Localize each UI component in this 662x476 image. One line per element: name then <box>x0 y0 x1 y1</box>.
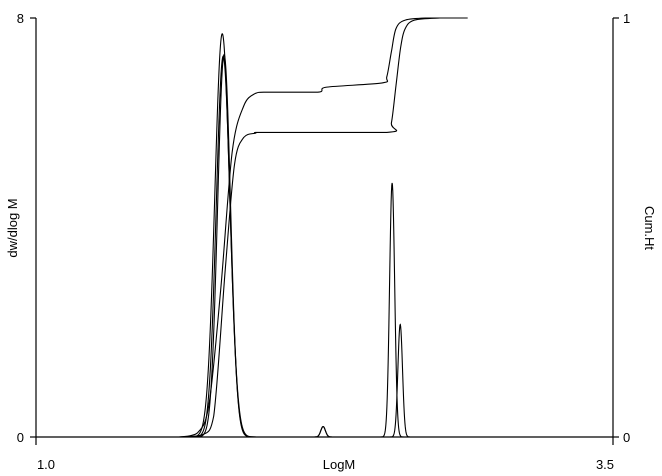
y-right-tick-label-min: 0 <box>623 430 630 445</box>
x-axis-title: LogM <box>323 457 356 472</box>
y-axis-left-title: dw/dlog M <box>5 198 20 257</box>
y-left-tick-label-max: 8 <box>17 11 24 26</box>
distribution-curve-2 <box>174 55 470 438</box>
chart-axes: 8 0 1 0 1.0 3.5 LogM dw/dlog M Cum.Ht <box>5 11 657 472</box>
cumulative-curve-4 <box>178 17 468 438</box>
cumulative-curve-5 <box>179 17 468 438</box>
x-tick-label-max: 3.5 <box>596 457 614 472</box>
y-axis-right-title: Cum.Ht <box>642 206 657 250</box>
x-tick-label-min: 1.0 <box>37 457 55 472</box>
chart-series-group <box>174 17 470 438</box>
y-left-tick-label-min: 0 <box>17 430 24 445</box>
distribution-curve-3 <box>174 53 470 438</box>
distribution-curve-1 <box>174 33 470 438</box>
y-right-tick-label-max: 1 <box>623 11 630 26</box>
